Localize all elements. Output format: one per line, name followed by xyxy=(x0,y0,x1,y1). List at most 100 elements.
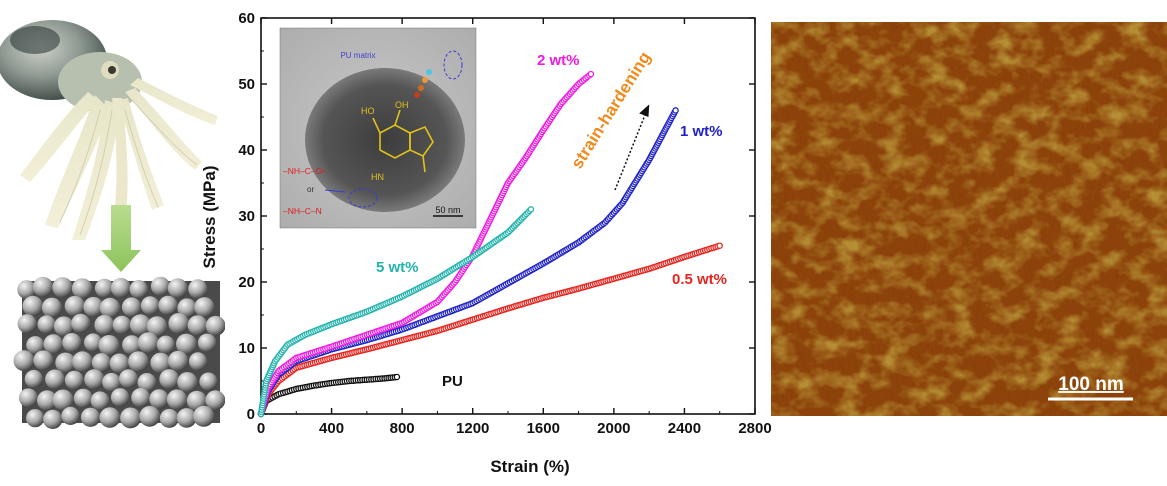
sem-sphere xyxy=(43,409,63,429)
label-1wt: 1 wt% xyxy=(680,123,723,140)
or-label: or xyxy=(307,185,314,194)
x-tick-label: 2800 xyxy=(738,420,771,437)
label-pu: PU xyxy=(442,373,463,390)
sem-sphere xyxy=(94,278,114,298)
data-point xyxy=(716,242,723,249)
sem-sphere xyxy=(168,313,189,334)
sem-sphere xyxy=(84,333,103,352)
sem-sphere xyxy=(53,316,74,337)
oh-label: HO xyxy=(361,106,375,116)
sem-sphere xyxy=(71,313,91,333)
sem-sphere xyxy=(91,353,111,373)
sem-sphere xyxy=(37,315,56,334)
y-tick-label: 0 xyxy=(247,406,255,423)
sem-sphere xyxy=(52,389,74,411)
urethane-label: –NH–C–O– xyxy=(283,166,327,176)
sem-sphere xyxy=(99,407,121,428)
y-axis-label: Stress (MPa) xyxy=(200,166,219,269)
sem-sphere xyxy=(146,316,168,337)
sem-sphere xyxy=(176,333,197,355)
polymer-chain-icon xyxy=(414,69,432,98)
pu-matrix-label: PU matrix xyxy=(340,51,375,60)
sem-sphere xyxy=(110,388,130,407)
x-tick-label: 2400 xyxy=(668,420,701,437)
green-arrow-icon xyxy=(101,205,141,272)
x-tick-label: 400 xyxy=(319,420,344,437)
sem-sphere xyxy=(167,278,188,299)
sem-sphere xyxy=(188,279,208,299)
y-tick-label: 10 xyxy=(238,340,255,357)
data-point xyxy=(672,107,679,114)
hn-label: HN xyxy=(371,172,384,182)
sem-sphere xyxy=(45,369,65,390)
x-tick-label: 800 xyxy=(390,420,415,437)
sem-sphere xyxy=(62,333,82,353)
sem-sphere xyxy=(52,277,73,298)
sem-sphere xyxy=(168,350,189,371)
sem-sphere xyxy=(64,295,85,317)
sem-sphere xyxy=(129,314,151,336)
sem-sphere xyxy=(64,370,84,390)
afm-scale-label: 100 nm xyxy=(1058,374,1123,395)
data-point xyxy=(527,206,535,213)
sem-sphere xyxy=(121,297,142,317)
sem-sphere xyxy=(17,280,37,299)
series-w05 xyxy=(257,242,723,418)
sem-sphere xyxy=(159,369,180,389)
sem-sphere xyxy=(94,314,115,335)
sem-sphere xyxy=(32,276,54,297)
arrow-head-icon xyxy=(639,104,650,118)
data-point xyxy=(393,373,401,381)
sem-sphere xyxy=(22,295,44,317)
sem-sphere xyxy=(194,297,215,318)
photo-panel xyxy=(0,0,226,481)
tem-inset: PU matrix HO OH HN –NH–C–O– or –NH–C–N xyxy=(279,27,477,229)
sem-sphere xyxy=(122,335,142,355)
data-point xyxy=(587,70,595,78)
sem-sphere xyxy=(71,278,93,299)
sem-sphere xyxy=(73,388,93,408)
sem-sphere xyxy=(18,388,38,408)
urea-label: –NH–C–N xyxy=(283,206,322,216)
sem-sphere xyxy=(120,407,141,429)
sem-sphere xyxy=(140,296,160,315)
y-tick-label: 50 xyxy=(238,76,255,93)
melanin-structure-icon xyxy=(372,109,434,173)
strain-hardening-label: strain-hardening xyxy=(567,48,654,172)
sem-sphere xyxy=(25,409,45,428)
sem-sphere xyxy=(33,350,54,371)
label-2wt: 2 wt% xyxy=(537,52,580,69)
sem-sphere xyxy=(150,276,170,296)
sem-sphere xyxy=(26,336,45,355)
sem-sphere xyxy=(149,389,169,409)
sem-sphere xyxy=(159,408,179,428)
sem-sphere xyxy=(197,333,217,352)
sem-sphere xyxy=(193,405,215,427)
sem-sphere xyxy=(118,369,138,389)
label-05wt: 0.5 wt% xyxy=(672,271,727,288)
sem-sphere xyxy=(166,389,188,410)
sem-sphere xyxy=(205,315,226,336)
chart-axes xyxy=(260,17,756,415)
y-tick-label: 20 xyxy=(238,274,255,291)
sem-sphere xyxy=(55,352,76,373)
afm-scanlines xyxy=(771,22,1167,416)
sem-sphere xyxy=(43,334,64,354)
sem-sphere xyxy=(177,298,197,318)
sem-sphere xyxy=(41,297,62,318)
sem-sphere xyxy=(128,351,149,372)
stress-strain-chart: 0 400 800 1200 1600 2000 2400 2800 0 10 20 30 40 50 60… xyxy=(195,0,775,481)
sem-sphere xyxy=(177,372,198,393)
tick-labels: 0 400 800 1200 1600 2000 2400 2800 0 10 20 30 40 50 60 xyxy=(238,10,771,437)
oh-label-2: OH xyxy=(395,100,409,110)
sem-sphere xyxy=(84,369,105,390)
sem-sphere xyxy=(110,277,131,298)
afm-image-panel: 100 nm xyxy=(771,22,1167,416)
sem-sphere xyxy=(188,352,208,371)
sem-sphere xyxy=(129,280,148,299)
label-5wt: 5 wt% xyxy=(376,259,419,276)
series-group xyxy=(257,70,723,418)
strain-hardening-arrow xyxy=(614,109,648,191)
sem-sphere xyxy=(13,350,35,371)
sem-sphere xyxy=(139,405,161,427)
